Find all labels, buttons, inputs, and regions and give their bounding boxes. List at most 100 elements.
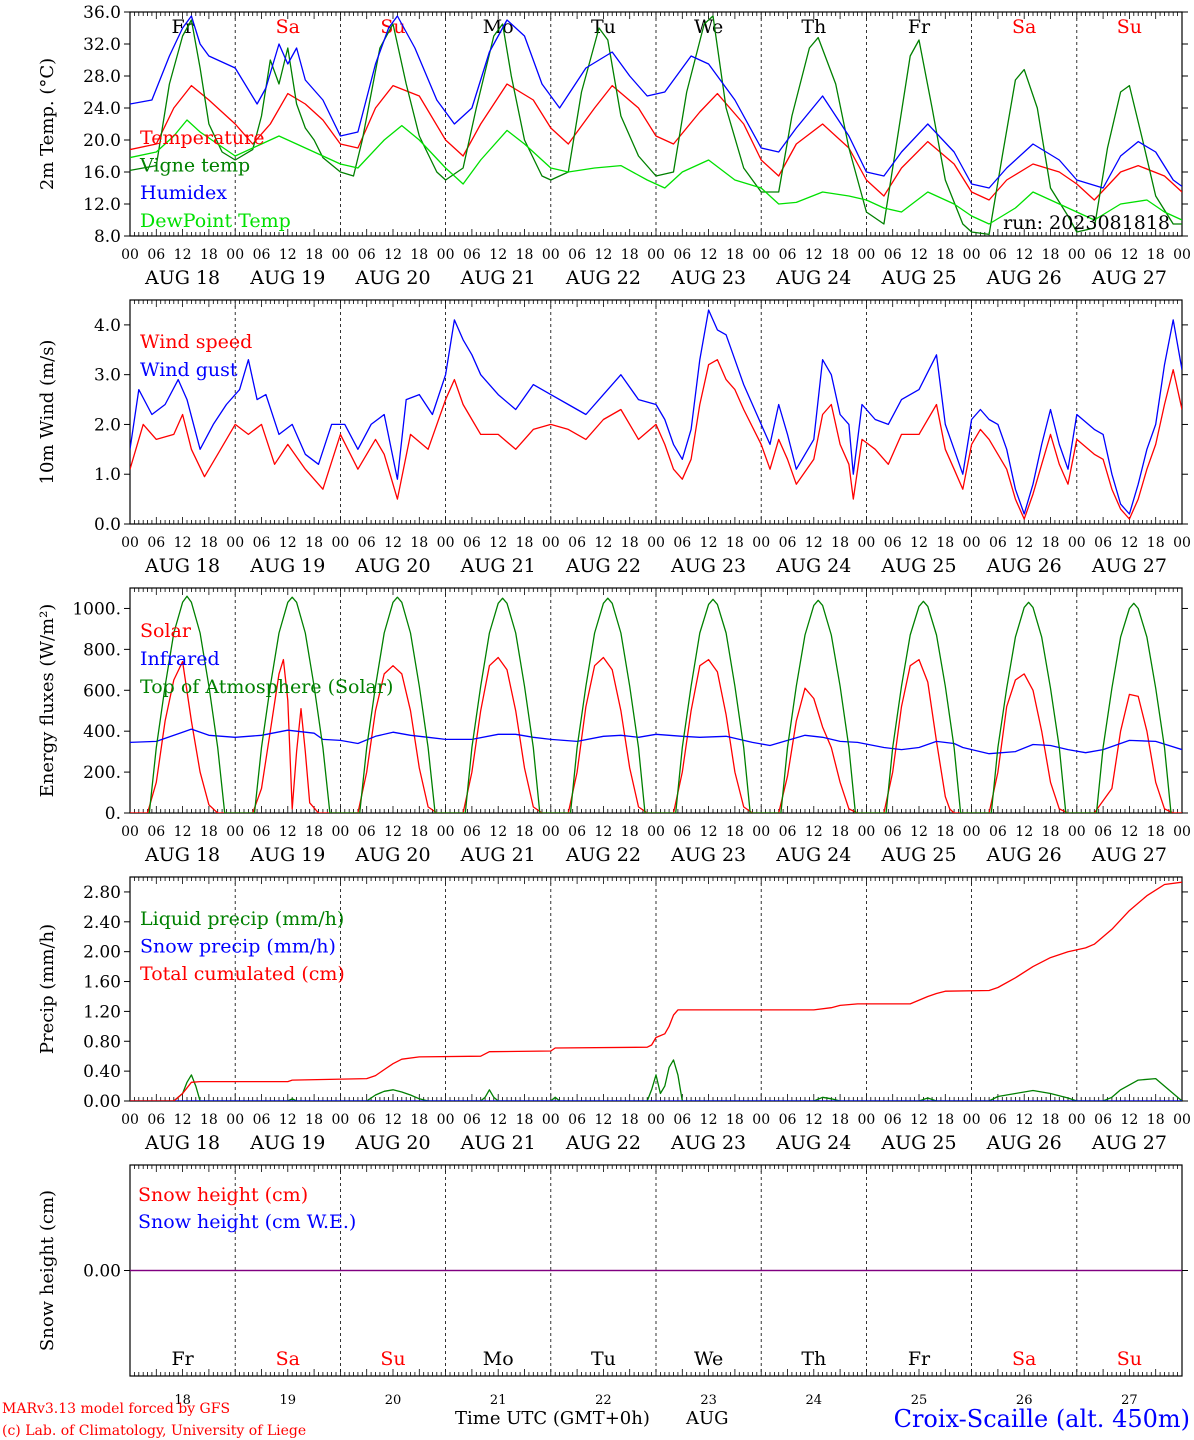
series-line-temperature <box>130 83 1182 201</box>
hour-tick-label: 12 <box>384 247 402 263</box>
hour-tick-label: 12 <box>594 247 612 263</box>
hour-tick-label: 06 <box>253 1112 271 1128</box>
hour-tick-label: 12 <box>910 535 928 551</box>
hour-tick-label: 18 <box>200 247 218 263</box>
hour-tick-label: 00 <box>1173 247 1191 263</box>
panel-wind: 0.0 1.0 2.0 3.0 4.0 10m Wind (m/s) 00 06 12 18 AUG… <box>37 299 1191 577</box>
hour-tick-label: 18 <box>621 1112 639 1128</box>
series-line-vigne-temp <box>130 15 1182 236</box>
date-label: AUG 24 <box>775 267 851 289</box>
hour-tick-label: 06 <box>463 1112 481 1128</box>
hour-tick-label: 00 <box>121 535 139 551</box>
series-line-wind-gust <box>130 309 1182 515</box>
hour-tick-label: 12 <box>384 535 402 551</box>
date-label: AUG 19 <box>249 844 325 866</box>
date-label: AUG 22 <box>565 1132 641 1154</box>
hour-tick-label: 18 <box>1147 247 1165 263</box>
hour-tick-label: 06 <box>989 535 1007 551</box>
hour-tick-label: 18 <box>410 824 428 840</box>
hour-tick-label: 00 <box>1068 824 1086 840</box>
hour-tick-label: 06 <box>253 824 271 840</box>
hour-tick-label: 00 <box>437 824 455 840</box>
hour-tick-label: 06 <box>779 535 797 551</box>
hour-tick-label: 00 <box>1068 535 1086 551</box>
hour-tick-label: 00 <box>331 535 349 551</box>
hour-tick-label: 18 <box>200 824 218 840</box>
hour-tick-label: 00 <box>647 824 665 840</box>
hour-tick-label: 00 <box>226 1112 244 1128</box>
hour-tick-label: 06 <box>1094 1112 1112 1128</box>
y-tick-label: 600. <box>83 681 121 701</box>
hour-tick-label: 06 <box>884 535 902 551</box>
hour-tick-label: 12 <box>805 247 823 263</box>
date-label: AUG 23 <box>670 844 746 866</box>
hour-tick-label: 18 <box>726 535 744 551</box>
series-group <box>130 595 1182 813</box>
day-name-label: Sa <box>276 16 300 38</box>
hour-tick-label: 18 <box>936 1112 954 1128</box>
hour-tick-label: 06 <box>1094 824 1112 840</box>
y-tick-label: 0.00 <box>83 1092 121 1112</box>
hour-tick-label: 12 <box>1120 247 1138 263</box>
hour-tick-label: 00 <box>437 1112 455 1128</box>
date-label: AUG 26 <box>986 555 1062 577</box>
hour-tick-label: 00 <box>1173 1112 1191 1128</box>
y-tick-label: 8.0 <box>94 227 121 247</box>
hour-tick-label: 18 <box>831 535 849 551</box>
y-tick-label: 36.0 <box>83 3 121 23</box>
hour-tick-label: 00 <box>963 247 981 263</box>
y-tick-label: 2.40 <box>83 913 121 933</box>
hour-tick-label: 06 <box>568 535 586 551</box>
day-number-label: 22 <box>595 1393 612 1408</box>
date-label: AUG 27 <box>1091 1132 1167 1154</box>
date-label: AUG 22 <box>565 267 641 289</box>
hour-tick-label: 06 <box>463 535 481 551</box>
hour-tick-label: 06 <box>253 535 271 551</box>
hour-tick-label: 06 <box>358 824 376 840</box>
date-label: AUG 25 <box>880 267 956 289</box>
hour-tick-label: 12 <box>1120 824 1138 840</box>
hour-tick-label: 18 <box>936 824 954 840</box>
day-number-label: 18 <box>174 1393 191 1408</box>
hour-ticks <box>129 588 1183 813</box>
y-tick-label: 2.00 <box>83 943 121 963</box>
series-line-solar <box>130 656 1182 813</box>
hour-tick-label: 12 <box>1015 535 1033 551</box>
hour-tick-label: 18 <box>516 824 534 840</box>
hour-tick-label: 12 <box>279 1112 297 1128</box>
hour-tick-label: 18 <box>410 535 428 551</box>
hour-tick-label: 00 <box>857 824 875 840</box>
legend-entry: Wind gust <box>140 359 238 381</box>
y-tick-label: 16.0 <box>83 163 121 183</box>
hour-tick-label: 00 <box>752 247 770 263</box>
date-label: AUG 20 <box>354 1132 430 1154</box>
hour-tick-label: 06 <box>673 824 691 840</box>
hour-tick-label: 18 <box>1147 1112 1165 1128</box>
panel-temp: 8.0 12.0 16.0 20.0 24.0 28.0 32.0 36.0 2m Temp. … <box>37 3 1191 289</box>
hour-tick-label: 00 <box>647 1112 665 1128</box>
hour-tick-label: 12 <box>174 535 192 551</box>
hour-tick-label: 18 <box>726 247 744 263</box>
date-label: AUG 19 <box>249 267 325 289</box>
hour-tick-label: 18 <box>305 247 323 263</box>
day-number-label: 25 <box>911 1393 928 1408</box>
footer-model-label: MARv3.13 model forced by GFS <box>2 1401 230 1417</box>
hour-tick-label: 18 <box>200 535 218 551</box>
y-axis-title: 2m Temp. (°C) <box>37 58 58 190</box>
hour-tick-label: 18 <box>936 247 954 263</box>
series-line-top-of-atmosphere-solar <box>148 595 1172 813</box>
date-label: AUG 22 <box>565 844 641 866</box>
hour-tick-label: 00 <box>121 1112 139 1128</box>
day-name-label: Fr <box>171 1348 194 1370</box>
hour-tick-label: 18 <box>200 1112 218 1128</box>
day-name-label: Tu <box>591 1348 616 1370</box>
hour-tick-label: 12 <box>1015 824 1033 840</box>
date-label: AUG 23 <box>670 1132 746 1154</box>
date-label: AUG 25 <box>880 844 956 866</box>
hour-tick-label: 18 <box>621 247 639 263</box>
hour-tick-label: 18 <box>831 1112 849 1128</box>
hour-tick-label: 12 <box>1120 1112 1138 1128</box>
hour-tick-label: 06 <box>989 1112 1007 1128</box>
series-group <box>130 881 1182 1101</box>
hour-tick-label: 00 <box>963 824 981 840</box>
